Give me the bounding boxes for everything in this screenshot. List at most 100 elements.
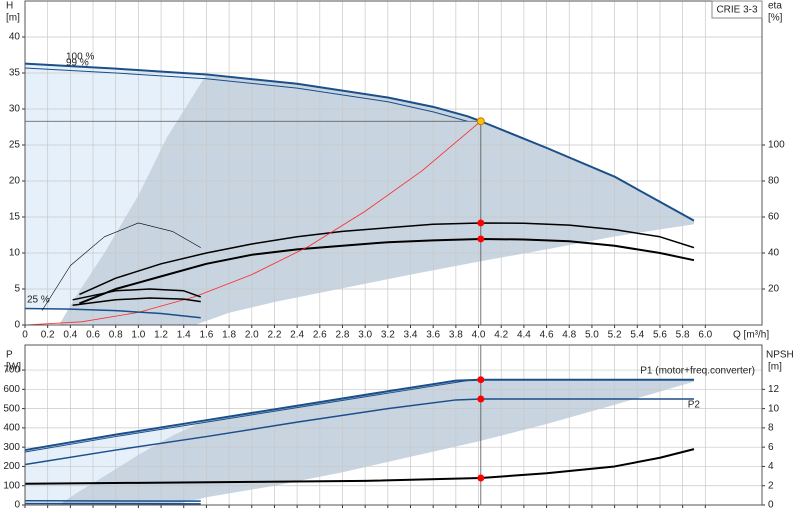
x-tick-label: 3.8: [449, 330, 463, 341]
y2-unit: [m]: [768, 362, 782, 373]
y2-tick-label: 6: [768, 442, 774, 453]
curve: [24, 380, 468, 453]
y-tick-label: 5: [14, 284, 20, 295]
x-tick-label: 0.4: [63, 330, 77, 341]
y2-tick-label: 10: [768, 403, 780, 414]
y-tick-label: 20: [9, 176, 21, 187]
x-tick-label: 0.6: [86, 330, 100, 341]
curve: [72, 288, 201, 301]
plot-border: [24, 0, 763, 326]
curve: [24, 307, 201, 319]
panel: 0 0.2 0.4 0.6 0.8 1.0 1.2 1.4 1.6 1.8 2.0 2.2 2.4 2.6…: [9, 0, 785, 341]
legend-box: [711, 0, 763, 19]
x-tick-label: 2.6: [313, 330, 327, 341]
curve: [79, 237, 695, 305]
x-tick-label: 4.8: [562, 330, 576, 341]
x-tick-label: 3.2: [381, 330, 395, 341]
y2-label: NPSH: [766, 350, 794, 361]
curve: [24, 62, 695, 222]
y-tick-label: 500: [3, 403, 20, 414]
y-tick-label: 200: [3, 461, 20, 472]
y-label: P: [6, 350, 13, 361]
x-tick-label: 3.0: [358, 330, 372, 341]
x-tick-label: 1.6: [199, 330, 213, 341]
curve-label: 99 %: [66, 58, 89, 69]
duty-point: [476, 117, 485, 126]
x-tick-label: 3.4: [404, 330, 418, 341]
y-unit: [m]: [6, 13, 20, 24]
x-tick-label: 6.0: [698, 330, 712, 341]
x-tick-label: 1.4: [177, 330, 191, 341]
y-tick-label: 40: [9, 32, 21, 43]
y2-tick-label: 2: [768, 480, 774, 491]
x-tick-label: 0: [22, 330, 28, 341]
x-tick-label: 3.6: [426, 330, 440, 341]
x-tick-label: 1.0: [131, 330, 145, 341]
y-tick-label: 300: [3, 442, 20, 453]
x-tick-label: 5.4: [630, 330, 644, 341]
curve: [24, 378, 694, 452]
y2-tick-label: 60: [768, 212, 780, 223]
y-tick-label: 0: [14, 500, 20, 511]
x-tick-label: 5.2: [608, 330, 622, 341]
x-tick-label: 2.0: [245, 330, 259, 341]
y2-tick-label: 12: [768, 384, 780, 395]
x-tick-label: 5.0: [585, 330, 599, 341]
y2-tick-label: 8: [768, 423, 774, 434]
curve-label: P2: [688, 400, 701, 411]
y2-unit: [%]: [768, 13, 783, 24]
y2-tick-label: 80: [768, 176, 780, 187]
y-unit: [W]: [6, 362, 21, 373]
y2-tick-label: 4: [768, 461, 774, 472]
curve-label: 100 %: [66, 52, 94, 63]
x-tick-label: 4.4: [517, 330, 531, 341]
x-tick-label: 1.2: [154, 330, 168, 341]
y-tick-label: 30: [9, 104, 21, 115]
x-tick-label: 4.0: [472, 330, 486, 341]
y-tick-label: 100: [3, 480, 20, 491]
plot-border: [24, 344, 763, 506]
curve: [24, 120, 482, 326]
panel: 0 100 200 300 400 500 600 700 0 2 4 6 8 10 12 P1 (motor…: [3, 344, 780, 511]
duty-point: [477, 395, 485, 403]
y-tick-label: 600: [3, 384, 20, 395]
curve: [41, 222, 201, 311]
curve-label: 25 %: [27, 295, 50, 306]
curve: [24, 398, 694, 466]
x-label: Q [m³/h]: [733, 330, 769, 341]
operating-range: [59, 379, 694, 505]
y-tick-label: 25: [9, 140, 21, 151]
y-tick-label: 700: [3, 365, 20, 376]
y-tick-label: 400: [3, 423, 20, 434]
legend-label: CRIE 3-3: [716, 5, 758, 16]
y2-label: eta: [768, 1, 782, 12]
curve: [24, 67, 468, 122]
duty-point: [477, 219, 485, 227]
x-tick-label: 2.4: [290, 330, 304, 341]
x-tick-label: 5.6: [653, 330, 667, 341]
x-tick-label: 2.8: [336, 330, 350, 341]
y-tick-label: 10: [9, 248, 21, 259]
curve: [79, 222, 695, 296]
y-tick-label: 35: [9, 68, 21, 79]
x-tick-label: 0.2: [41, 330, 55, 341]
x-tick-label: 5.8: [676, 330, 690, 341]
duty-point: [477, 376, 485, 384]
x-tick-label: 4.6: [540, 330, 554, 341]
y-tick-label: 0: [14, 320, 20, 331]
y2-tick-label: 20: [768, 284, 780, 295]
x-tick-label: 4.2: [494, 330, 508, 341]
x-tick-label: 1.8: [222, 330, 236, 341]
curve: [72, 297, 201, 306]
y-tick-label: 15: [9, 212, 21, 223]
y2-tick-label: 40: [768, 248, 780, 259]
y2-tick-label: 0: [768, 500, 774, 511]
duty-point: [477, 474, 485, 482]
x-tick-label: 2.2: [267, 330, 281, 341]
duty-point: [477, 235, 485, 243]
y2-tick-label: 100: [768, 140, 785, 151]
x-tick-label: 0.8: [109, 330, 123, 341]
y-label: H: [6, 1, 13, 12]
curve-label: P1 (motor+freq.converter): [640, 366, 755, 377]
